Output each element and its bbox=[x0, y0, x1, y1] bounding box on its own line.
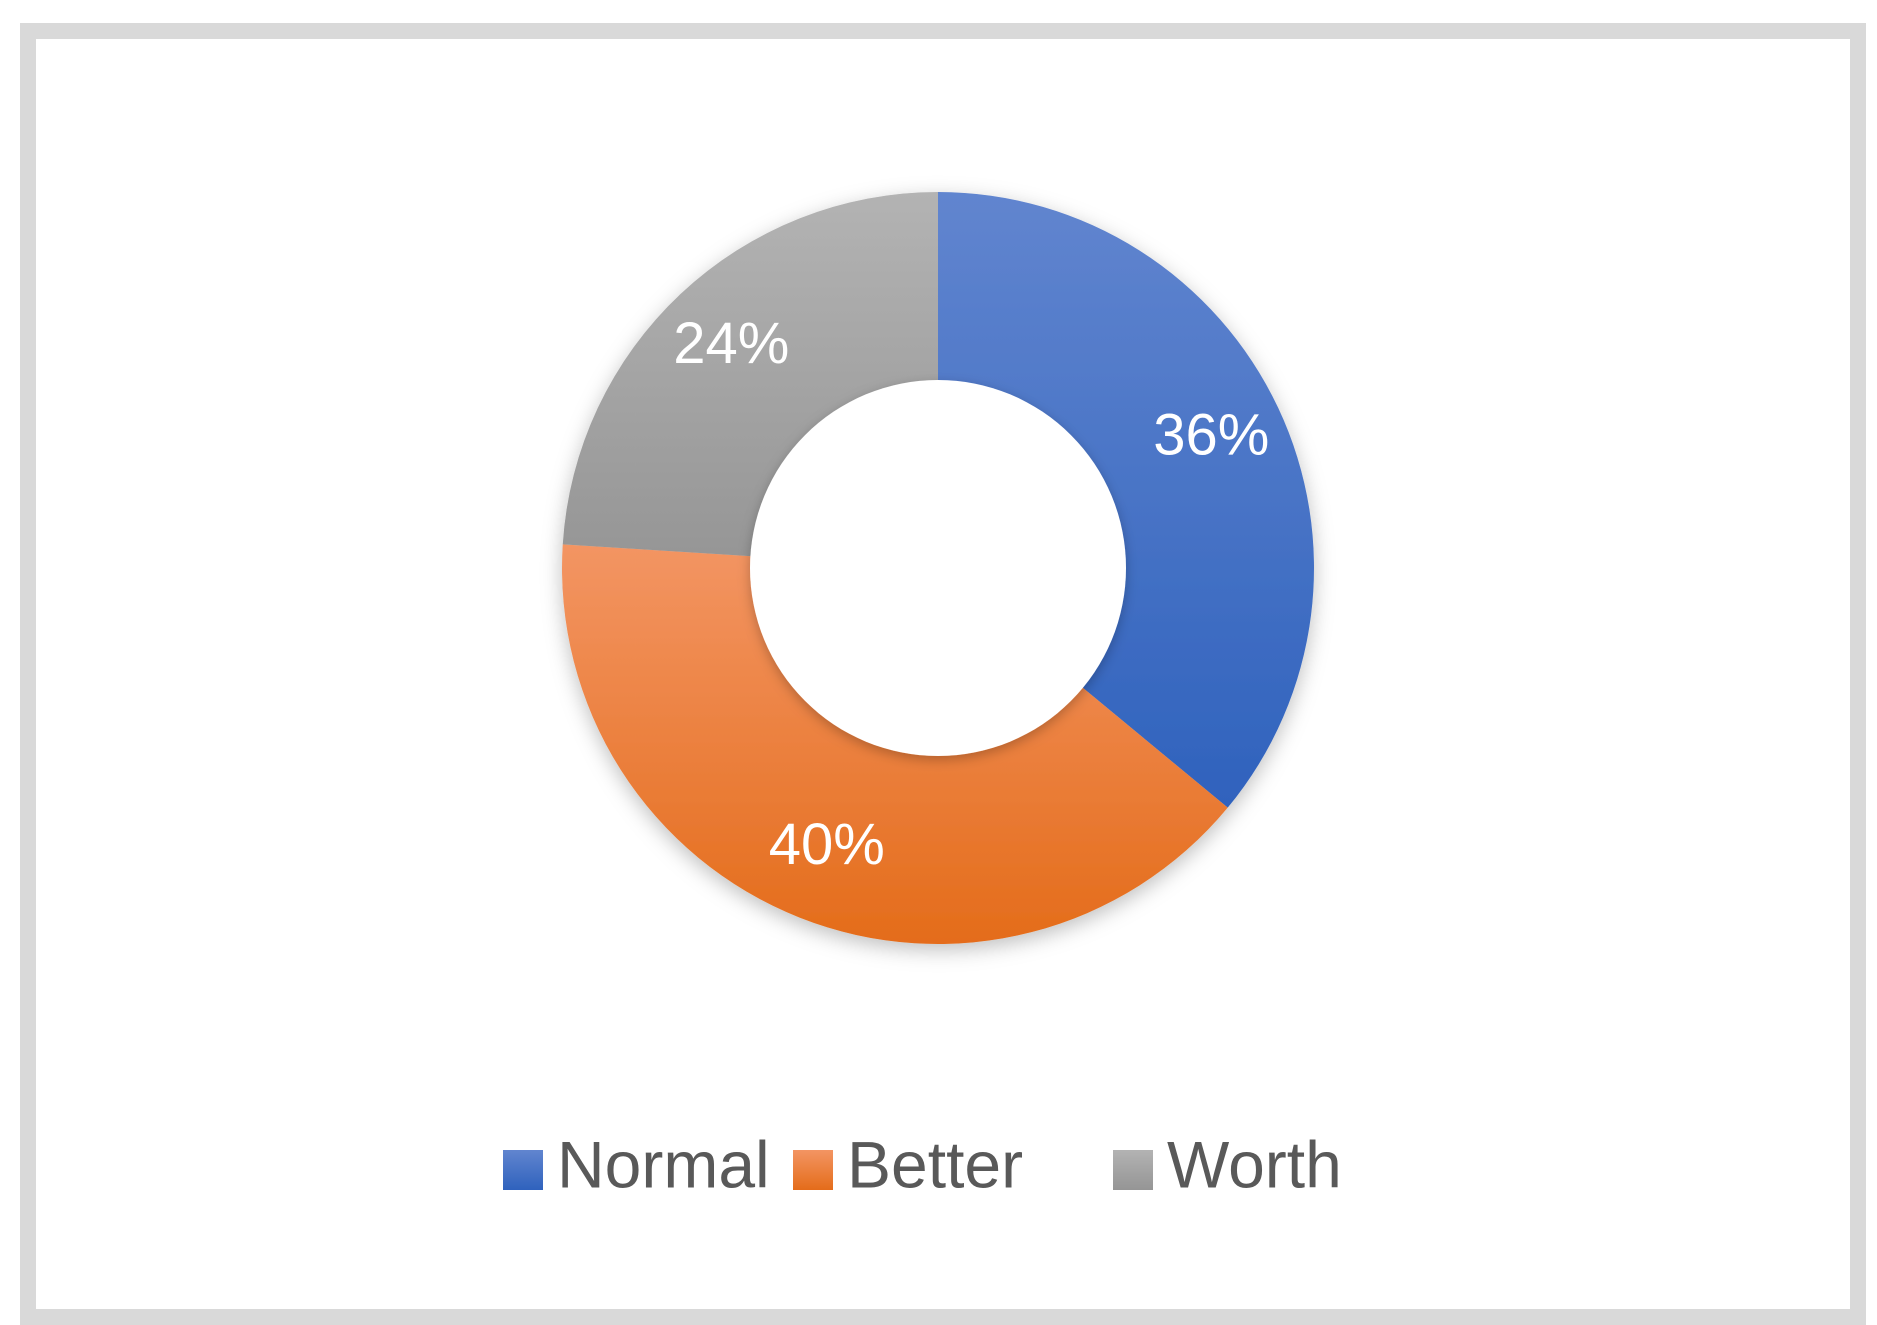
legend-label-normal: Normal bbox=[557, 1127, 770, 1201]
legend-swatch-worth bbox=[1113, 1150, 1153, 1190]
slice-normal bbox=[938, 192, 1314, 808]
legend-swatch-normal bbox=[503, 1150, 543, 1190]
legend: Normal Better Worth bbox=[503, 1127, 1342, 1201]
legend-label-better: Better bbox=[847, 1127, 1023, 1201]
slice-label-better: 40% bbox=[769, 812, 885, 877]
slice-labels: 36% 40% 24% bbox=[673, 311, 1269, 877]
legend-swatch-better bbox=[793, 1150, 833, 1190]
legend-label-worth: Worth bbox=[1167, 1127, 1342, 1201]
slice-label-worth: 24% bbox=[673, 311, 789, 376]
donut-hole bbox=[750, 380, 1126, 756]
slice-label-normal: 36% bbox=[1153, 403, 1269, 468]
